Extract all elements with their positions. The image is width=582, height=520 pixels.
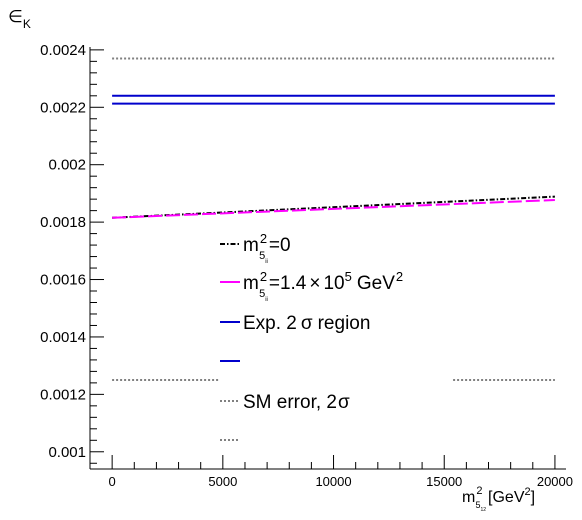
series-group xyxy=(112,57,555,381)
legend-label-m14: m2 5ii=1.4 × 105 GeV2 xyxy=(243,269,403,303)
legend-label-m0: m2 5ii=0 xyxy=(243,231,291,265)
y-tick-label: 0.0012 xyxy=(40,386,86,403)
series-line-m14 xyxy=(112,199,555,219)
y-tick-label: 0.002 xyxy=(48,157,86,174)
x-ticks: 0 5000 10000 15000 20000 xyxy=(109,455,573,489)
x-minor-ticks xyxy=(89,462,534,469)
legend-label-exp: Exp. 2 σ region xyxy=(243,313,370,334)
x-tick-label: 5000 xyxy=(208,474,237,489)
x-axis-label: m2 512[GeV2] xyxy=(462,485,535,513)
y-axis-label: ∈K xyxy=(8,7,31,31)
x-tick-label: 10000 xyxy=(315,474,351,489)
plot-frame xyxy=(89,47,566,470)
x-tick-label: 15000 xyxy=(426,474,462,489)
y-tick-label: 0.0018 xyxy=(40,214,86,231)
y-tick-label: 0.0014 xyxy=(40,329,86,346)
legend-label-sm: SM error, 2σ xyxy=(243,392,350,413)
y-tick-label: 0.0016 xyxy=(40,272,86,289)
y-ticks: 0.0024 0.0022 0.002 0.0018 0.0016 0.0014 0.001… xyxy=(40,42,104,461)
x-tick-label: 0 xyxy=(109,474,116,489)
x-tick-label: 20000 xyxy=(537,474,573,489)
legend: m2 5ii=0 m2 5ii=1.4 × 105 GeV2 Exp. 2 σ region … xyxy=(220,231,403,441)
y-tick-label: 0.0024 xyxy=(40,42,86,59)
y-tick-label: 0.001 xyxy=(48,444,86,461)
y-tick-label: 0.0022 xyxy=(40,99,86,116)
y-minor-ticks xyxy=(90,60,97,464)
